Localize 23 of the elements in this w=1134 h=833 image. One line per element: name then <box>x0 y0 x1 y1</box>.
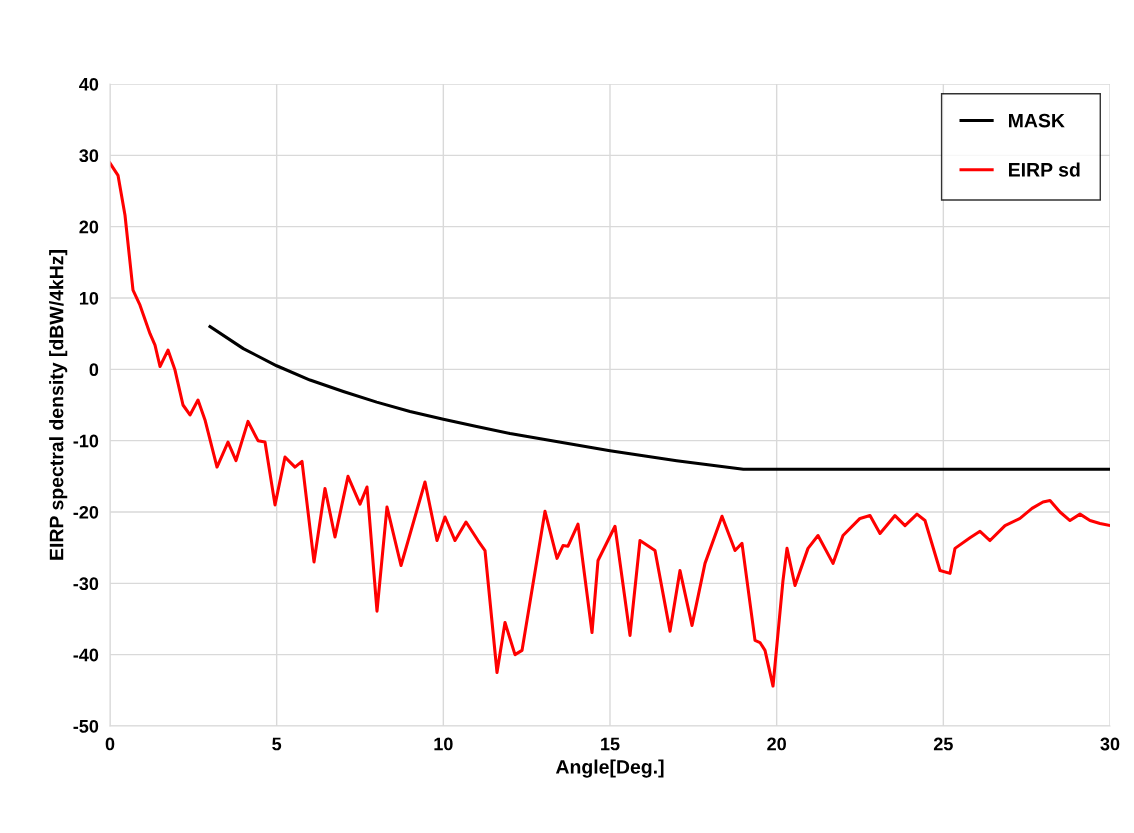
y-tick-label: 40 <box>79 77 99 91</box>
x-tick-label: 20 <box>767 737 786 751</box>
x-tick-label: 0 <box>105 737 115 751</box>
x-axis-title: Angle[Deg.] <box>555 759 664 778</box>
y-tick-label: 10 <box>79 291 99 305</box>
y-tick-label: -20 <box>73 505 99 519</box>
y-tick-label: -50 <box>73 719 99 733</box>
legend-label: MASK <box>1009 113 1065 128</box>
x-tick-label: 10 <box>434 737 453 751</box>
line-series <box>110 161 1110 688</box>
line-series <box>208 325 1110 471</box>
y-axis-title: EIRP spectral density [dBW/4kHz] <box>49 250 68 560</box>
y-tick-label: -30 <box>73 577 99 591</box>
y-tick-label: 0 <box>89 363 99 377</box>
x-tick-label: 5 <box>272 737 282 751</box>
x-tick-label: 25 <box>933 737 953 751</box>
y-tick-label: -10 <box>73 434 99 448</box>
legend-label: EIRP sd <box>1009 162 1080 177</box>
y-tick-label: -40 <box>73 648 99 662</box>
y-tick-label: 20 <box>79 220 99 234</box>
x-tick-label: 15 <box>601 737 620 751</box>
y-tick-label: 30 <box>79 149 99 163</box>
x-tick-label: 30 <box>1100 737 1120 751</box>
